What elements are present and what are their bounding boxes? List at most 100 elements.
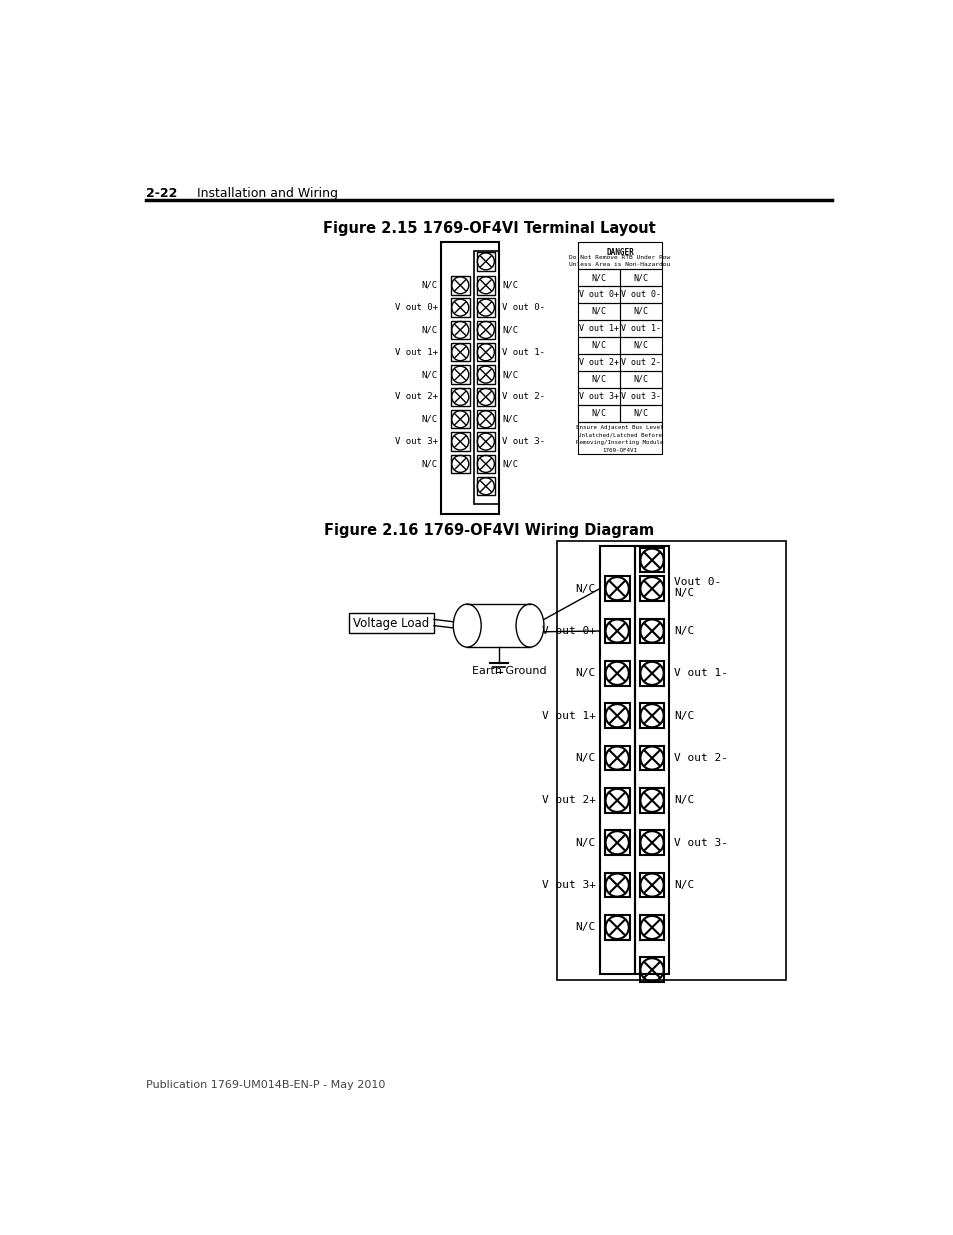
Text: Vout 0-: Vout 0- — [674, 577, 720, 587]
Text: V out 0-: V out 0- — [620, 290, 660, 299]
Bar — [476, 454, 495, 473]
Bar — [451, 321, 469, 340]
Text: Installation and Wiring: Installation and Wiring — [196, 186, 337, 200]
Bar — [578, 303, 619, 320]
Bar — [578, 242, 661, 269]
Bar — [451, 410, 469, 429]
Text: N/C: N/C — [674, 626, 694, 636]
Text: N/C: N/C — [421, 459, 437, 468]
Bar — [348, 614, 434, 634]
Bar — [476, 410, 495, 429]
Bar — [476, 343, 495, 362]
Bar — [619, 287, 661, 303]
Bar — [451, 343, 469, 362]
Bar — [634, 546, 669, 974]
Text: Earth Ground: Earth Ground — [472, 667, 546, 677]
Bar — [619, 353, 661, 370]
Bar — [476, 321, 495, 340]
Text: N/C: N/C — [421, 370, 437, 379]
Bar — [619, 388, 661, 405]
Bar — [619, 337, 661, 353]
Text: V out 2-: V out 2- — [620, 358, 660, 367]
Text: V out 3+: V out 3+ — [395, 437, 437, 446]
Bar — [604, 619, 629, 643]
Bar — [451, 275, 469, 294]
Text: V out 0+: V out 0+ — [395, 303, 437, 312]
Text: Publication 1769-UM014B-EN-P - May 2010: Publication 1769-UM014B-EN-P - May 2010 — [146, 1079, 385, 1091]
Text: Figure 2.16 1769-OF4VI Wiring Diagram: Figure 2.16 1769-OF4VI Wiring Diagram — [323, 524, 654, 538]
Text: Removing/Inserting Module: Removing/Inserting Module — [576, 440, 663, 445]
Text: V out 3-: V out 3- — [674, 837, 727, 847]
Text: 2-22: 2-22 — [146, 186, 177, 200]
Bar — [474, 252, 498, 504]
Bar — [476, 366, 495, 384]
Text: N/C: N/C — [674, 795, 694, 805]
Bar — [604, 830, 629, 855]
Bar — [639, 915, 664, 940]
Bar — [578, 405, 619, 421]
Text: V out 2+: V out 2+ — [541, 795, 596, 805]
Bar — [639, 873, 664, 898]
Text: N/C: N/C — [421, 280, 437, 290]
Text: Ensure Adjacent Bus Level: Ensure Adjacent Bus Level — [576, 425, 663, 430]
Bar — [578, 421, 661, 454]
Bar — [578, 269, 619, 287]
Bar — [639, 619, 664, 643]
Text: N/C: N/C — [591, 308, 606, 316]
Bar — [604, 915, 629, 940]
Text: V out 2-: V out 2- — [501, 393, 544, 401]
Bar — [451, 388, 469, 406]
Bar — [476, 388, 495, 406]
Text: N/C: N/C — [633, 273, 648, 282]
Text: V out 2+: V out 2+ — [578, 358, 618, 367]
Bar — [451, 454, 469, 473]
Text: N/C: N/C — [674, 588, 694, 598]
Text: V out 3+: V out 3+ — [578, 391, 618, 400]
Bar — [476, 477, 495, 495]
Text: Unlatched/Latched Before: Unlatched/Latched Before — [578, 432, 661, 437]
Text: V out 1+: V out 1+ — [578, 324, 618, 333]
Text: V out 0+: V out 0+ — [578, 290, 618, 299]
Bar — [639, 746, 664, 771]
Bar — [476, 252, 495, 270]
Text: 1769-OF4VI: 1769-OF4VI — [601, 448, 637, 453]
Text: N/C: N/C — [633, 341, 648, 350]
Text: N/C: N/C — [674, 881, 694, 890]
Bar — [604, 873, 629, 898]
Text: N/C: N/C — [633, 409, 648, 417]
Text: Voltage Load: Voltage Load — [353, 616, 429, 630]
Bar — [639, 830, 664, 855]
Bar — [604, 661, 629, 685]
Bar — [639, 661, 664, 685]
Text: N/C: N/C — [633, 308, 648, 316]
Bar — [578, 370, 619, 388]
Bar — [578, 287, 619, 303]
Text: N/C: N/C — [501, 415, 517, 424]
Text: N/C: N/C — [575, 668, 596, 678]
Bar — [619, 320, 661, 337]
Bar — [619, 303, 661, 320]
Text: V out 3-: V out 3- — [501, 437, 544, 446]
Bar — [639, 577, 664, 601]
Text: N/C: N/C — [591, 341, 606, 350]
Bar — [604, 788, 629, 813]
Text: V out 1-: V out 1- — [501, 348, 544, 357]
Text: Do Not Remove RTB Under Pow: Do Not Remove RTB Under Pow — [569, 256, 670, 261]
Text: V out 1+: V out 1+ — [395, 348, 437, 357]
Bar — [578, 388, 619, 405]
Bar — [476, 275, 495, 294]
Text: V out 1-: V out 1- — [674, 668, 727, 678]
Text: V out 2-: V out 2- — [674, 753, 727, 763]
Bar — [639, 788, 664, 813]
Bar — [451, 366, 469, 384]
Bar — [578, 353, 619, 370]
Text: N/C: N/C — [501, 280, 517, 290]
Text: Figure 2.15 1769-OF4VI Terminal Layout: Figure 2.15 1769-OF4VI Terminal Layout — [322, 221, 655, 236]
Text: N/C: N/C — [421, 415, 437, 424]
Text: N/C: N/C — [591, 374, 606, 384]
Bar — [619, 269, 661, 287]
Bar — [451, 299, 469, 317]
Text: N/C: N/C — [501, 325, 517, 335]
Bar — [599, 546, 634, 974]
Bar — [604, 746, 629, 771]
